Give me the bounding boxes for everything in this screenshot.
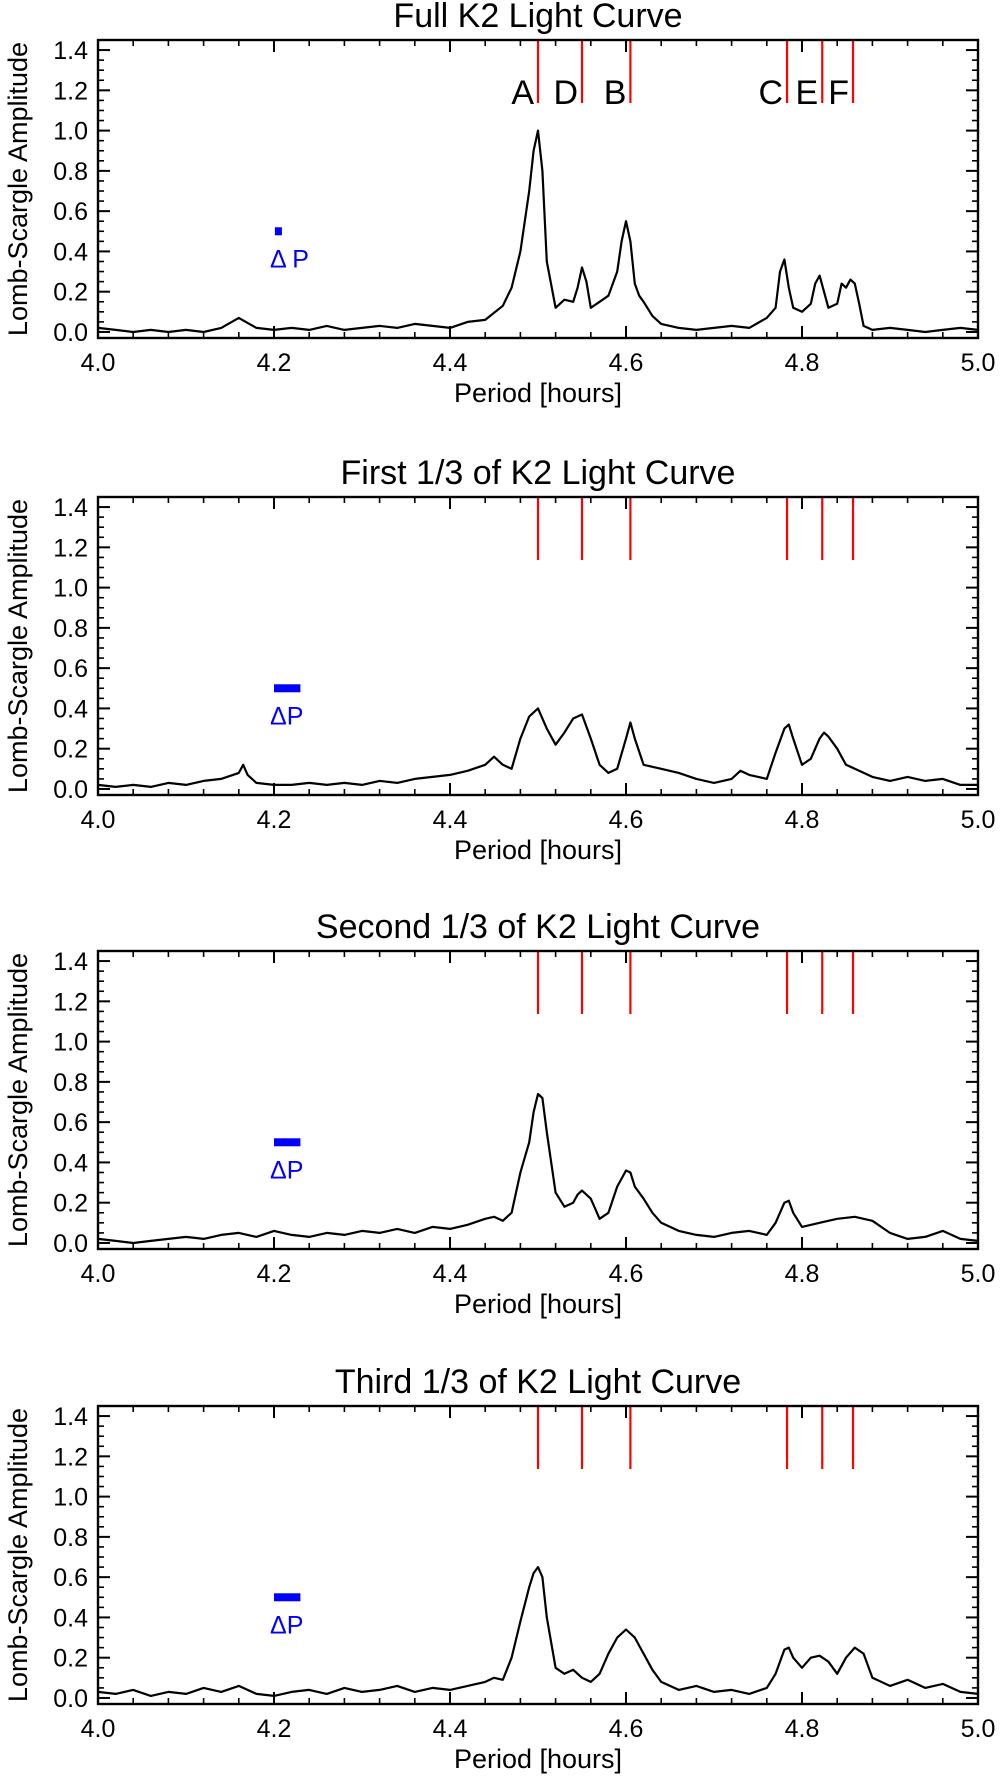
plot-frame bbox=[96, 38, 980, 340]
x-tick-label: 4.0 bbox=[81, 806, 116, 834]
period-marker-label: F bbox=[828, 74, 849, 112]
panel-title: First 1/3 of K2 Light Curve bbox=[341, 454, 736, 492]
series-line bbox=[97, 1565, 979, 1698]
x-tick-label: 4.0 bbox=[81, 349, 116, 377]
delta-p-label: ΔP bbox=[270, 1156, 303, 1184]
delta-p-bar bbox=[274, 1138, 301, 1147]
panel-title: Full K2 Light Curve bbox=[393, 0, 682, 35]
plot-frame bbox=[96, 949, 980, 1251]
period-marker-label: E bbox=[796, 74, 819, 112]
y-tick-label: 1.4 bbox=[53, 37, 88, 65]
x-tick-label: 4.2 bbox=[257, 1715, 292, 1743]
x-axis-label: Period [hours] bbox=[454, 835, 622, 865]
y-tick-label: 1.4 bbox=[53, 948, 88, 976]
x-tick-label: 4.0 bbox=[81, 1260, 116, 1288]
x-tick-label: 4.2 bbox=[257, 349, 292, 377]
y-tick-label: 1.0 bbox=[53, 1484, 88, 1512]
y-tick-label: 1.4 bbox=[53, 1403, 88, 1431]
x-tick-label: 4.4 bbox=[433, 806, 468, 834]
y-tick-label: 0.0 bbox=[53, 1685, 88, 1713]
y-tick-label: 1.2 bbox=[53, 988, 88, 1016]
y-tick-label: 0.4 bbox=[53, 695, 88, 723]
y-tick-label: 1.2 bbox=[53, 1443, 88, 1471]
y-tick-label: 0.2 bbox=[53, 736, 88, 764]
series-line bbox=[97, 129, 979, 334]
plot-frame bbox=[96, 1404, 980, 1706]
x-tick-label: 4.0 bbox=[81, 1715, 116, 1743]
series-line bbox=[97, 707, 978, 789]
y-tick-label: 0.4 bbox=[53, 1604, 88, 1632]
y-tick-label: 0.6 bbox=[53, 198, 88, 226]
y-tick-label: 0.8 bbox=[53, 1524, 88, 1552]
y-tick-label: 0.4 bbox=[53, 1149, 88, 1177]
x-tick-label: 4.6 bbox=[609, 349, 644, 377]
y-tick-label: 1.4 bbox=[53, 494, 88, 522]
y-tick-label: 0.6 bbox=[53, 655, 88, 683]
x-tick-label: 4.4 bbox=[433, 1715, 468, 1743]
panel-2: First 1/3 of K2 Light Curve 4.0 4.2 4.4 4.6 4… bbox=[3, 454, 995, 865]
y-tick-label: 0.4 bbox=[53, 238, 88, 266]
panel-title: Second 1/3 of K2 Light Curve bbox=[316, 908, 760, 946]
delta-p-bar bbox=[274, 684, 301, 693]
x-tick-label: 4.8 bbox=[785, 1715, 820, 1743]
y-axis-label: Lomb-Scargle Amplitude bbox=[3, 499, 33, 793]
x-tick-label: 4.4 bbox=[433, 349, 468, 377]
y-tick-label: 0.6 bbox=[53, 1109, 88, 1137]
panel-1: Full K2 Light Curve 4.0 4.2 4.4 4.6 4.8 5.0 0.0… bbox=[3, 0, 995, 408]
y-tick-label: 1.0 bbox=[53, 575, 88, 603]
y-tick-label: 1.2 bbox=[53, 77, 88, 105]
period-marker-label: D bbox=[553, 74, 578, 112]
y-tick-label: 0.0 bbox=[53, 1230, 88, 1258]
y-tick-label: 0.8 bbox=[53, 158, 88, 186]
y-tick-label: 1.0 bbox=[53, 118, 88, 146]
x-tick-label: 4.6 bbox=[609, 806, 644, 834]
panel-3: Second 1/3 of K2 Light Curve 4.0 4.2 4.4 4.6… bbox=[3, 908, 995, 1319]
y-tick-label: 0.6 bbox=[53, 1564, 88, 1592]
x-tick-label: 4.6 bbox=[609, 1260, 644, 1288]
series-line bbox=[97, 1092, 979, 1245]
x-tick-label: 4.8 bbox=[785, 349, 820, 377]
x-axis-label: Period [hours] bbox=[454, 1289, 622, 1319]
delta-p-label: ΔP bbox=[270, 702, 303, 730]
x-tick-label: 4.4 bbox=[433, 1260, 468, 1288]
y-axis-label: Lomb-Scargle Amplitude bbox=[3, 1408, 33, 1702]
delta-p-bar bbox=[274, 227, 282, 236]
x-tick-label: 5.0 bbox=[961, 349, 996, 377]
x-tick-label: 4.8 bbox=[785, 806, 820, 834]
period-marker-label: B bbox=[604, 74, 627, 112]
period-marker-label: C bbox=[758, 74, 783, 112]
y-tick-label: 1.0 bbox=[53, 1029, 88, 1057]
x-tick-label: 5.0 bbox=[961, 806, 996, 834]
panel-4: Third 1/3 of K2 Light Curve 4.0 4.2 4.4 4.6 4… bbox=[3, 1363, 995, 1774]
delta-p-label: ΔP bbox=[270, 1611, 303, 1639]
y-tick-label: 0.0 bbox=[53, 319, 88, 347]
x-tick-label: 4.2 bbox=[257, 1260, 292, 1288]
y-tick-label: 1.2 bbox=[53, 534, 88, 562]
y-tick-label: 0.2 bbox=[53, 279, 88, 307]
x-tick-label: 4.8 bbox=[785, 1260, 820, 1288]
x-axis-label: Period [hours] bbox=[454, 378, 622, 408]
y-tick-label: 0.2 bbox=[53, 1190, 88, 1218]
y-tick-label: 0.8 bbox=[53, 615, 88, 643]
x-tick-label: 5.0 bbox=[961, 1260, 996, 1288]
x-tick-label: 4.2 bbox=[257, 806, 292, 834]
x-axis-label: Period [hours] bbox=[454, 1744, 622, 1774]
y-axis-label: Lomb-Scargle Amplitude bbox=[3, 42, 33, 336]
y-axis-label: Lomb-Scargle Amplitude bbox=[3, 953, 33, 1247]
y-tick-label: 0.8 bbox=[53, 1069, 88, 1097]
y-tick-label: 0.2 bbox=[53, 1645, 88, 1673]
delta-p-label: Δ P bbox=[270, 245, 309, 273]
x-tick-label: 4.6 bbox=[609, 1715, 644, 1743]
panel-title: Third 1/3 of K2 Light Curve bbox=[335, 1363, 741, 1401]
period-marker-label: A bbox=[511, 74, 534, 112]
plot-frame bbox=[96, 495, 980, 797]
delta-p-bar bbox=[274, 1593, 301, 1602]
x-tick-label: 5.0 bbox=[961, 1715, 996, 1743]
y-tick-label: 0.0 bbox=[53, 776, 88, 804]
